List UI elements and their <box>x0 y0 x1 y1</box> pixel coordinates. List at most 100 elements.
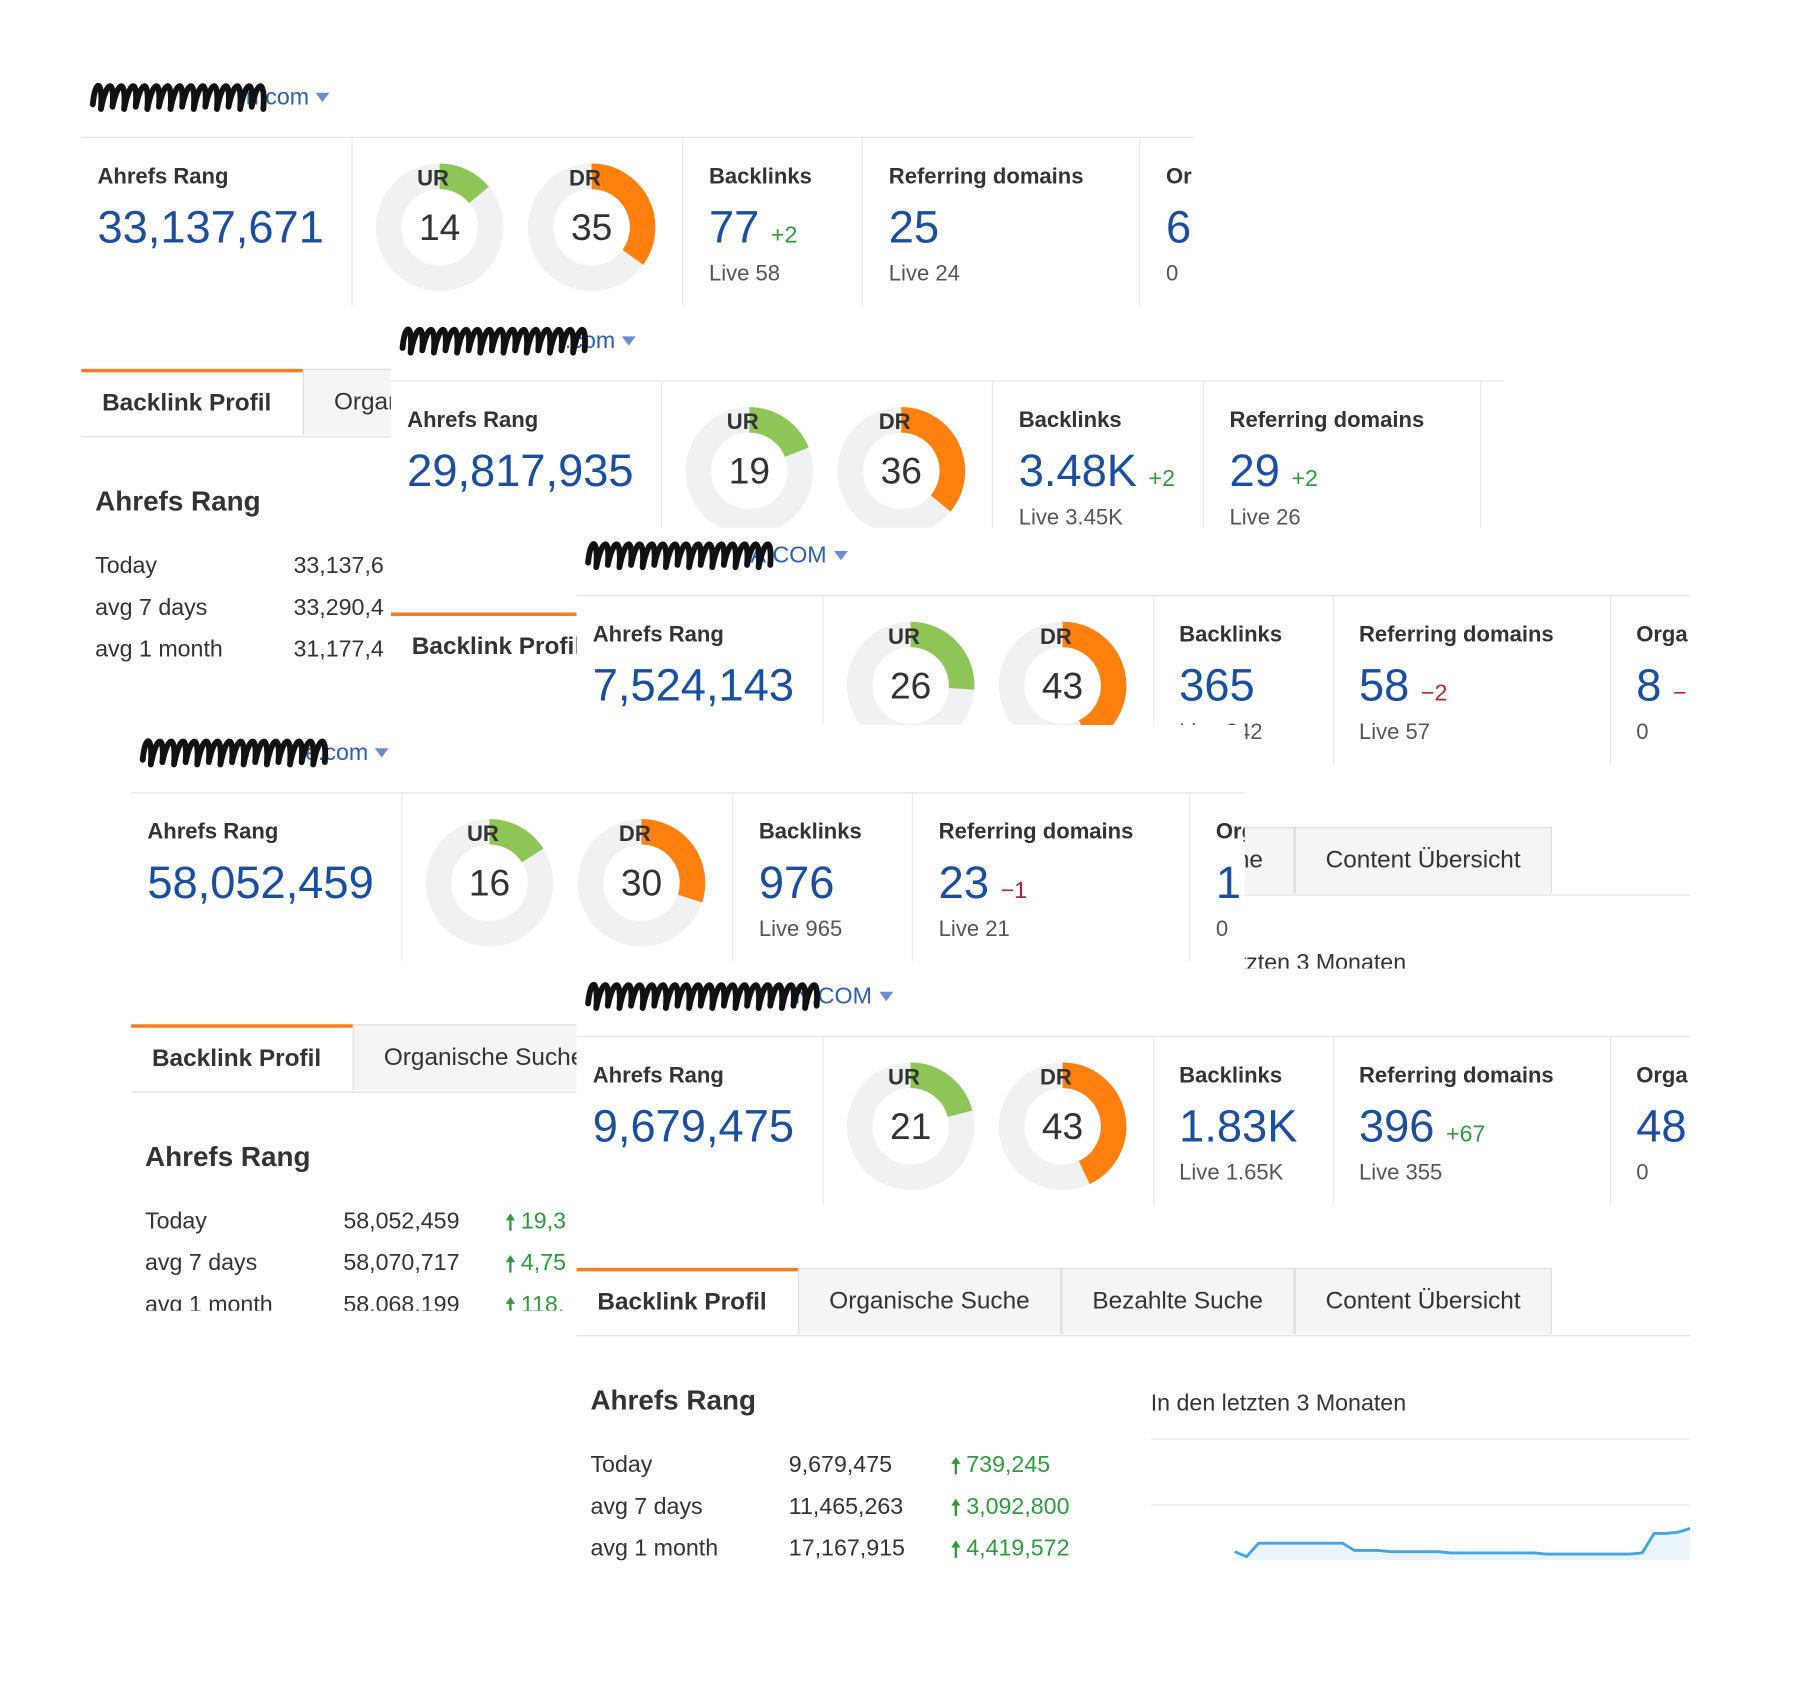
metrics-row: Ahrefs Rang 33,137,671 14 UR 35 DR Backlinks 77… <box>81 136 1195 307</box>
scribble <box>399 326 588 356</box>
gauge-label: UR <box>887 624 919 649</box>
dropdown-caret <box>375 748 390 758</box>
metric-label: Org <box>1215 820 1245 845</box>
gauge-label: DR <box>569 166 601 191</box>
caret <box>833 551 848 561</box>
rank-change: 118, <box>503 1291 564 1311</box>
gauge-arc <box>1061 1062 1126 1185</box>
gauges: 19 UR 36 DR <box>685 407 966 535</box>
metric-label: Referring domains <box>888 164 1084 190</box>
metric-value-line: 58 −2 <box>1359 660 1582 713</box>
change-value: 4,419,572 <box>966 1535 1070 1561</box>
rank-period: avg 7 days <box>95 595 208 621</box>
metric-label: Orga <box>1636 622 1688 648</box>
rank-change: 19,3 <box>503 1208 566 1236</box>
gauge-arc <box>439 163 490 204</box>
metric-label: Backlinks <box>758 820 862 845</box>
metric-value-line: 29 +2 <box>1230 445 1453 498</box>
gauges: 14 UR 35 DR <box>376 163 656 292</box>
tab[interactable]: Backlink Profil <box>390 612 613 662</box>
rank-chart <box>1150 1438 1691 1561</box>
metric-value-line: 976 <box>759 857 884 910</box>
tab[interactable]: Organische Suche <box>352 1024 616 1091</box>
gauges: 26 UR 43 DR <box>846 621 1126 750</box>
tab[interactable]: Backlink Profil <box>81 368 303 435</box>
gauge-label: DR <box>1039 624 1071 649</box>
redaction-scribble <box>585 541 774 571</box>
rank-change: 4,419,572 <box>949 1535 1070 1561</box>
rank-value: 33,137,6 <box>293 553 384 579</box>
gauges: 21 UR 43 DR <box>846 1062 1126 1191</box>
gauge-arc <box>591 163 656 265</box>
metric-label: Referring domains <box>1229 408 1425 433</box>
gauge-arc <box>909 621 974 690</box>
metric-value: 25 <box>888 203 940 253</box>
metric-sub: Live 355 <box>1358 1161 1443 1186</box>
tab[interactable]: Organische Suche <box>797 1267 1062 1334</box>
organic-cell: Or 6 0 <box>1141 138 1195 306</box>
metric-value: 29 <box>1229 446 1280 497</box>
metric-value: 9,679,475 <box>592 1102 795 1152</box>
dropdown-caret <box>622 336 637 346</box>
rank-value: 17,167,915 <box>788 1535 905 1561</box>
tab[interactable]: Bezahlte Suche <box>1061 1267 1295 1334</box>
metric-label: Ahrefs Rang <box>97 164 229 190</box>
rank-cell: Ahrefs Rang 9,679,475 <box>577 1037 824 1206</box>
rank-value: 58,068,199 <box>343 1292 460 1311</box>
metric-label: Ahrefs Rang <box>407 408 539 433</box>
metric-label: Or <box>1166 164 1192 190</box>
metric-value: 365 <box>1179 661 1255 712</box>
line-area <box>1234 1528 1691 1561</box>
rank-value: 33,290,4 <box>293 595 384 621</box>
metric-value: 8 <box>1636 661 1662 712</box>
tab[interactable]: Backlink Profil <box>576 1267 798 1334</box>
caret <box>316 92 330 103</box>
rank-period: avg 7 days <box>590 1494 703 1520</box>
rank-cell: Ahrefs Rang 33,137,671 <box>81 138 353 307</box>
gauge-value: 43 <box>1041 1105 1082 1147</box>
metric-value: 23 <box>938 858 990 909</box>
gauge-value: 19 <box>729 450 770 492</box>
gauge-label: UR <box>417 166 449 191</box>
arrow <box>951 1498 961 1517</box>
metric-value-line: 77 +2 <box>709 202 834 255</box>
arrow <box>951 1540 961 1558</box>
organic-cell: Orga 8−0 <box>1611 596 1690 764</box>
metric-sub: 0 <box>1636 1161 1649 1186</box>
metric-value-line: 1 <box>1216 857 1245 910</box>
backlinks-cell: Backlinks 77 +2 Live 58 <box>683 138 864 307</box>
rank-period: Today <box>145 1208 207 1235</box>
caret <box>622 336 637 346</box>
arrow <box>951 1456 961 1475</box>
metric-sub: Live 24 <box>888 262 960 287</box>
metric-sub: 0 <box>1215 917 1229 942</box>
up-arrow <box>951 1498 961 1517</box>
gauge-label: UR <box>467 821 499 846</box>
site-panel: N.COM Ahrefs Rang 9,679,475 21 UR 43 DR Backlin… <box>576 968 1691 1561</box>
metric-delta: −2 <box>1420 680 1448 707</box>
metric-value-line: 1.83K <box>1179 1101 1304 1154</box>
change-value: 118, <box>520 1292 565 1311</box>
change-value: 3,092,800 <box>966 1494 1070 1520</box>
scribble <box>585 981 820 1011</box>
metric-value: 77 <box>708 203 760 253</box>
metric-value: 33,137,671 <box>97 203 324 253</box>
rank-period: avg 1 month <box>145 1292 273 1311</box>
gauge-cell: 21 UR 43 DR <box>823 1037 1154 1206</box>
gauge-value: 30 <box>621 862 662 904</box>
chart-title: In den letzten 3 Monaten <box>1150 1390 1407 1417</box>
tab[interactable]: Content Übersicht <box>1294 1267 1552 1334</box>
redaction-scribble <box>399 326 588 356</box>
tab[interactable]: Backlink Profil <box>131 1024 353 1091</box>
gauge-arc <box>900 407 966 512</box>
rank-value: 9,679,475 <box>788 1452 893 1478</box>
metric-label: Backlinks <box>1018 408 1122 433</box>
dropdown-caret <box>833 551 848 561</box>
gauge-value: 35 <box>571 206 612 248</box>
metric-label: Backlinks <box>708 164 812 190</box>
gauge-value: 26 <box>889 664 930 706</box>
tab[interactable]: Content Übersicht <box>1294 827 1552 894</box>
referring-domains-cell: Referring domains 23 −1 Live 21 <box>913 793 1191 962</box>
metric-value-line: 396 +67 <box>1359 1101 1582 1154</box>
